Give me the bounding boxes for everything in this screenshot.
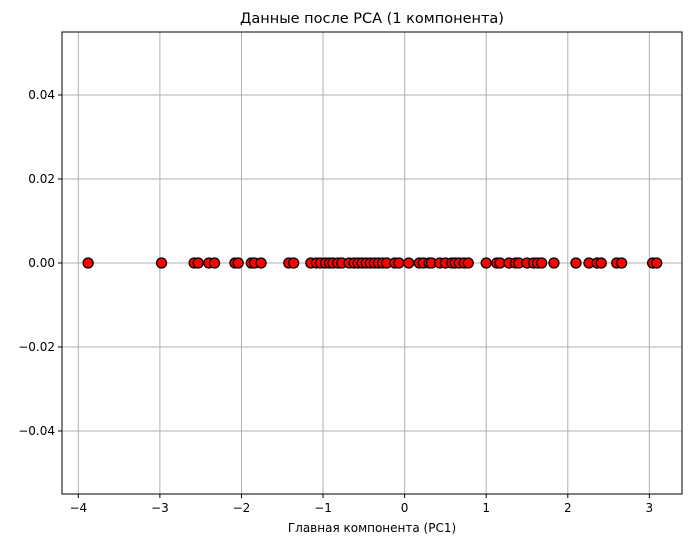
y-tick-label: 0.00 <box>28 256 55 270</box>
x-tick-label: −2 <box>233 501 251 515</box>
data-point <box>536 257 548 269</box>
data-point <box>570 257 582 269</box>
x-tick-label: 0 <box>401 501 409 515</box>
x-tick-label: 1 <box>482 501 490 515</box>
data-point <box>651 257 663 269</box>
data-point <box>480 257 492 269</box>
data-point <box>232 257 244 269</box>
x-tick-label: 3 <box>646 501 654 515</box>
y-tick-label: −0.02 <box>18 340 55 354</box>
data-point <box>615 257 628 269</box>
x-tick-label: −3 <box>151 501 169 515</box>
chart-title: Данные после PCA (1 компонента) <box>240 11 504 27</box>
y-tick-label: 0.02 <box>28 172 55 186</box>
data-point <box>82 257 94 269</box>
data-point <box>288 257 300 269</box>
data-point <box>393 257 405 269</box>
data-point <box>595 257 607 269</box>
x-tick-label: −1 <box>314 501 332 515</box>
axis-ticks: −4 −3 −2 −1 0 1 2 3 −0.04 −0.02 0.00 0.02 0.04 <box>18 88 653 515</box>
x-tick-label: −4 <box>69 501 87 515</box>
data-point <box>192 257 204 269</box>
y-tick-label: −0.04 <box>18 424 55 438</box>
y-tick-label: 0.04 <box>28 88 55 102</box>
x-axis-title: Главная компонента (PC1) <box>288 521 456 535</box>
x-tick-label: 2 <box>564 501 572 515</box>
data-point <box>462 257 474 269</box>
data-point <box>403 257 415 269</box>
data-points <box>82 257 663 269</box>
data-point <box>255 257 267 269</box>
data-point <box>155 257 168 269</box>
data-point <box>208 257 221 269</box>
data-point <box>548 257 560 269</box>
